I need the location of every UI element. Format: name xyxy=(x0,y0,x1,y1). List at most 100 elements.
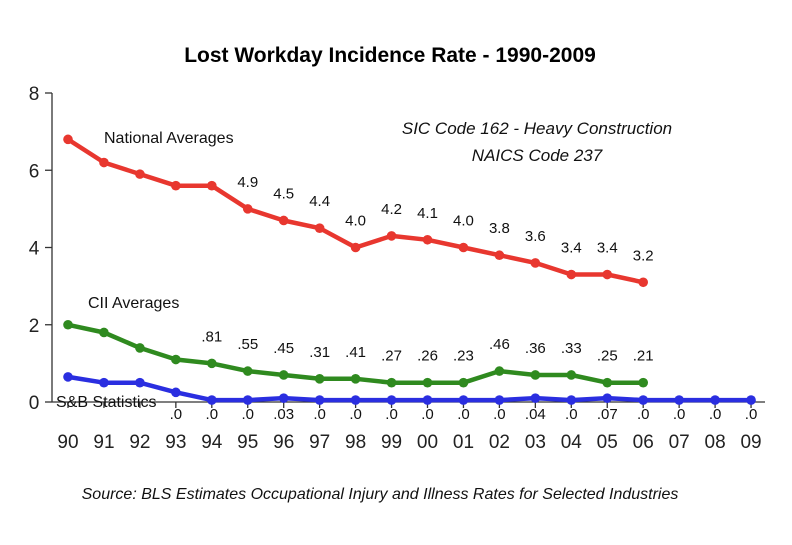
data-label: 4.9 xyxy=(237,174,258,191)
data-point xyxy=(494,395,505,405)
data-label: .23 xyxy=(453,348,474,365)
x-tick-label: 09 xyxy=(740,432,761,453)
x-tick-label: 00 xyxy=(417,432,438,453)
series-group xyxy=(63,134,756,405)
data-label: 4.0 xyxy=(345,213,366,230)
data-point xyxy=(171,180,181,191)
x-tick-label: 08 xyxy=(705,432,726,453)
data-label: .07 xyxy=(597,406,618,423)
data-label-group: 4.9 4.5 4.4 4.0 4.2 4.1 4.0 3.8 3.6 3.4 3.4 3.2 .81.… xyxy=(170,174,758,423)
data-label: 4.4 xyxy=(309,193,330,210)
data-label: 3.2 xyxy=(633,247,654,264)
data-point xyxy=(207,395,217,405)
annotation-naics: NAICS Code 237 xyxy=(472,146,603,165)
data-label: .0 xyxy=(745,406,758,423)
data-label: .03 xyxy=(273,406,294,423)
data-point xyxy=(422,377,433,388)
source-note: Source: BLS Estimates Occupational Injur… xyxy=(82,486,679,503)
chart-title: Lost Workday Incidence Rate - 1990-2009 xyxy=(184,44,596,67)
x-tick-label: 98 xyxy=(345,432,366,453)
x-tick-group: 90 91 92 93 94 95 96 97 98 99 00 01 02 03 04 05 06 07 08 09 xyxy=(57,402,762,453)
data-label: .55 xyxy=(237,336,258,353)
data-label: .0 xyxy=(709,406,722,423)
data-point xyxy=(566,395,577,405)
data-label: .25 xyxy=(597,348,618,365)
data-point xyxy=(530,393,541,403)
data-point xyxy=(422,234,433,245)
data-label: 3.4 xyxy=(561,240,582,257)
data-point xyxy=(350,374,361,384)
data-point xyxy=(494,366,505,376)
data-point xyxy=(278,215,289,226)
data-point xyxy=(278,370,289,380)
y-tick-label: 8 xyxy=(29,84,40,105)
data-point xyxy=(350,395,361,405)
series-label-cii: CII Averages xyxy=(88,295,179,312)
data-point xyxy=(530,370,541,380)
data-point xyxy=(135,169,145,179)
data-point xyxy=(386,395,397,405)
y-tick-label: 6 xyxy=(29,161,40,182)
data-label: .0 xyxy=(170,406,183,423)
data-point xyxy=(242,204,253,214)
data-point xyxy=(242,366,253,376)
series-label-national: National Averages xyxy=(104,130,234,147)
data-label: .31 xyxy=(309,344,330,361)
data-label: .81 xyxy=(201,328,222,345)
series-3 xyxy=(63,372,756,405)
data-label: 3.6 xyxy=(525,228,546,245)
data-label: .0 xyxy=(349,406,362,423)
data-label: .0 xyxy=(457,406,470,423)
x-tick-label: 01 xyxy=(453,432,474,453)
series-2 xyxy=(63,319,648,388)
data-point xyxy=(746,395,756,405)
x-tick-label: 90 xyxy=(57,432,78,453)
x-tick-label: 04 xyxy=(561,432,583,453)
x-tick-label: 94 xyxy=(201,432,223,453)
series-1 xyxy=(63,134,648,288)
data-point xyxy=(314,395,325,405)
x-tick-label: 06 xyxy=(633,432,654,453)
data-point xyxy=(674,395,684,405)
annotation-sic: SIC Code 162 - Heavy Construction xyxy=(402,119,672,138)
data-point xyxy=(710,395,720,405)
data-point xyxy=(63,134,73,145)
x-tick-label: 92 xyxy=(129,432,150,453)
data-point xyxy=(99,327,109,338)
data-label: 3.8 xyxy=(489,220,510,237)
data-label: .46 xyxy=(489,336,510,353)
x-tick-label: 91 xyxy=(93,432,114,453)
data-point xyxy=(135,343,145,353)
data-point xyxy=(602,269,613,280)
data-point xyxy=(99,157,109,168)
data-point xyxy=(171,387,181,398)
data-point xyxy=(458,395,469,405)
data-point xyxy=(458,242,469,253)
x-tick-label: 07 xyxy=(669,432,690,453)
data-point xyxy=(171,354,181,365)
data-point xyxy=(135,377,145,388)
data-label: .04 xyxy=(525,406,546,423)
x-tick-label: 93 xyxy=(165,432,186,453)
x-tick-label: 97 xyxy=(309,432,330,453)
x-tick-label: 96 xyxy=(273,432,294,453)
data-point xyxy=(63,319,73,330)
data-label: .0 xyxy=(313,406,326,423)
data-label: .45 xyxy=(273,340,294,357)
data-label: 4.0 xyxy=(453,213,474,230)
data-point xyxy=(350,242,361,253)
series-line xyxy=(65,374,754,403)
x-tick-label: 99 xyxy=(381,432,402,453)
data-point xyxy=(386,377,397,388)
data-point xyxy=(422,395,433,405)
data-point xyxy=(494,250,505,261)
data-label: 3.4 xyxy=(597,240,618,257)
data-point xyxy=(314,374,325,384)
data-point xyxy=(602,377,613,388)
data-label: .27 xyxy=(381,348,402,365)
data-point xyxy=(638,395,648,405)
data-label: .26 xyxy=(417,348,438,365)
data-point xyxy=(278,393,289,403)
data-label: 4.2 xyxy=(381,201,402,218)
